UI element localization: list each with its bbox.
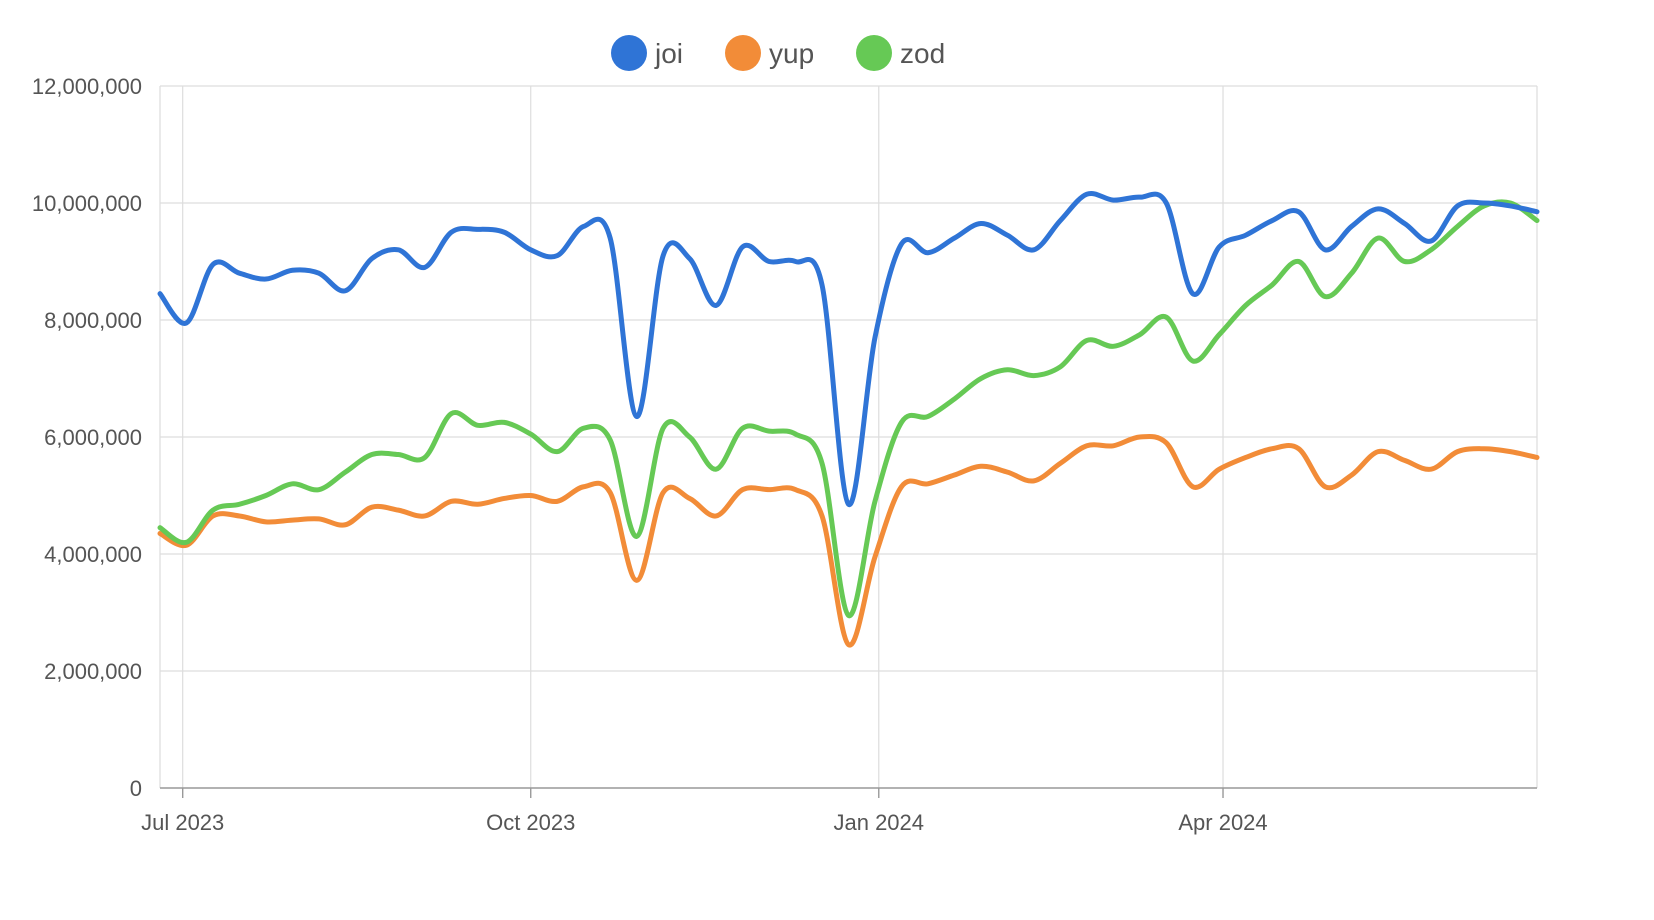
legend-swatch-joi <box>611 35 647 71</box>
legend-label-joi: joi <box>654 38 683 69</box>
legend-item-joi[interactable]: joi <box>611 35 683 71</box>
y-tick-label: 6,000,000 <box>44 425 142 450</box>
series-line-zod <box>157 199 1540 618</box>
axis-layer: 0 2,000,000 4,000,000 6,000,000 8,000,000 10,… <box>32 74 1537 835</box>
legend-swatch-zod <box>856 35 892 71</box>
y-tick-label: 10,000,000 <box>32 191 142 216</box>
y-tick-label: 8,000,000 <box>44 308 142 333</box>
grid-layer <box>159 85 1538 788</box>
legend-label-zod: zod <box>900 38 945 69</box>
legend-item-yup[interactable]: yup <box>725 35 814 71</box>
y-tick-label: 4,000,000 <box>44 542 142 567</box>
x-tick-label: Jul 2023 <box>141 810 224 835</box>
legend-label-yup: yup <box>769 38 814 69</box>
y-tick-label: 2,000,000 <box>44 659 142 684</box>
legend-swatch-yup <box>725 35 761 71</box>
x-tick-label: Apr 2024 <box>1178 810 1267 835</box>
legend-item-zod[interactable]: zod <box>856 35 945 71</box>
y-tick-label: 12,000,000 <box>32 74 142 99</box>
y-tick-label: 0 <box>130 776 142 801</box>
series-line-yup <box>157 433 1540 648</box>
x-tick-label: Oct 2023 <box>486 810 575 835</box>
series-layer <box>157 190 1540 648</box>
x-tick-label: Jan 2024 <box>833 810 924 835</box>
legend[interactable]: joi yup zod <box>611 35 945 71</box>
series-line-joi <box>157 190 1540 507</box>
